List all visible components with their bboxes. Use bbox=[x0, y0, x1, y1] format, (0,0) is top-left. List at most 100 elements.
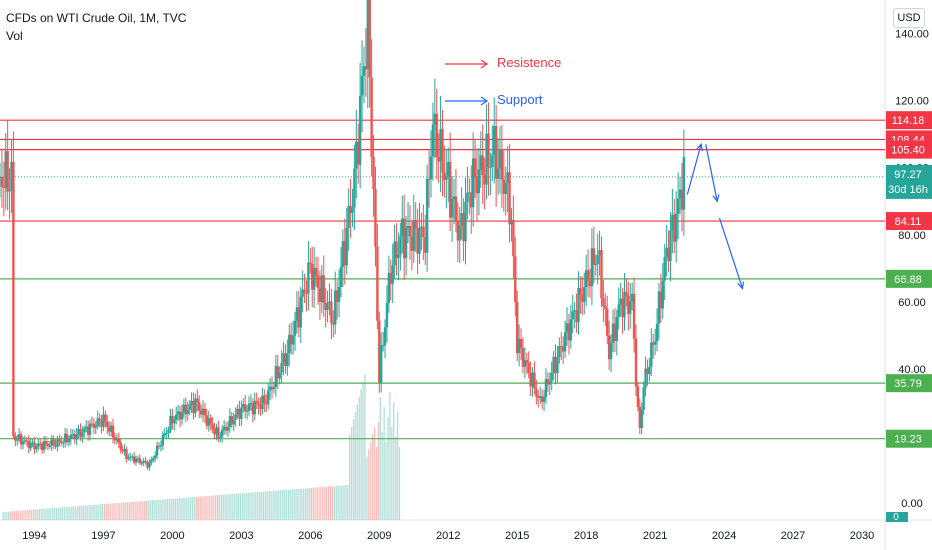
candle-body bbox=[669, 230, 672, 261]
volume-bar bbox=[207, 495, 209, 520]
volume-bar bbox=[193, 497, 196, 520]
volume-bar bbox=[40, 509, 42, 520]
candle-body bbox=[380, 345, 383, 383]
candle-body bbox=[255, 400, 258, 403]
volume-bar bbox=[216, 495, 219, 520]
volume-bar bbox=[165, 499, 167, 520]
candle-body bbox=[491, 155, 494, 167]
candle-body bbox=[581, 295, 584, 302]
candle-body bbox=[366, 0, 369, 70]
candle-body bbox=[368, 0, 371, 78]
volume-bar bbox=[241, 493, 244, 520]
candle-body bbox=[548, 381, 551, 385]
candle-body bbox=[362, 66, 366, 76]
candle-body bbox=[251, 402, 255, 415]
candle-body bbox=[496, 168, 500, 179]
candle-body bbox=[190, 400, 193, 405]
volume-bar bbox=[236, 493, 238, 520]
volume-bar bbox=[172, 498, 175, 520]
volume-bar bbox=[278, 490, 280, 520]
volume-bar bbox=[199, 496, 201, 520]
candle-body bbox=[659, 291, 663, 309]
candle-body bbox=[29, 442, 32, 449]
candle-body bbox=[577, 288, 580, 323]
candle-body bbox=[452, 196, 456, 200]
volume-bar bbox=[36, 509, 39, 520]
x-tick-label: 2027 bbox=[781, 530, 805, 542]
volume-bar bbox=[147, 500, 150, 520]
volume-bar bbox=[287, 489, 290, 520]
candle-body bbox=[540, 396, 544, 402]
candle-body bbox=[146, 462, 149, 468]
candle-body bbox=[374, 189, 377, 247]
candle-body bbox=[448, 162, 452, 218]
candle-body bbox=[606, 308, 609, 336]
candle-body bbox=[355, 141, 358, 169]
candle-body bbox=[632, 293, 636, 339]
candle-body bbox=[508, 172, 511, 225]
candle-body bbox=[464, 202, 467, 242]
candle-body bbox=[401, 218, 404, 237]
candle-body bbox=[14, 436, 17, 441]
volume-bar bbox=[113, 503, 115, 520]
x-tick-label: 2012 bbox=[436, 530, 460, 542]
candle-body bbox=[609, 342, 613, 360]
volume-bar bbox=[69, 506, 71, 520]
candle-body bbox=[265, 403, 268, 405]
currency-button[interactable]: USD bbox=[893, 8, 925, 28]
resistance-price-label-bg bbox=[886, 111, 932, 130]
candle-body bbox=[33, 442, 36, 450]
forecast-arrow bbox=[718, 217, 744, 289]
candle-body bbox=[278, 372, 281, 379]
candle-body bbox=[272, 387, 276, 390]
volume-bar bbox=[270, 491, 272, 520]
candle-body bbox=[531, 372, 534, 387]
candle-body bbox=[665, 247, 668, 257]
candle-body bbox=[0, 176, 2, 178]
candle-body bbox=[268, 386, 272, 391]
volume-bar bbox=[176, 498, 178, 520]
volume-bar bbox=[314, 487, 316, 520]
candle-body bbox=[243, 404, 247, 412]
candle-body bbox=[634, 338, 638, 387]
candle-body bbox=[6, 151, 9, 192]
x-tick-label: 2009 bbox=[367, 530, 391, 542]
candle-body bbox=[598, 250, 601, 256]
volume-bar bbox=[23, 510, 25, 520]
x-tick-label: 2024 bbox=[712, 530, 736, 542]
candle-body bbox=[370, 77, 373, 157]
volume-bar bbox=[149, 500, 152, 520]
candle-body bbox=[106, 421, 109, 428]
candle-body bbox=[357, 141, 360, 165]
volume-bar bbox=[301, 488, 303, 520]
candle-body bbox=[282, 353, 285, 363]
candle-body bbox=[12, 162, 15, 437]
candle-body bbox=[58, 439, 61, 442]
candle-body bbox=[500, 149, 504, 180]
candle-body bbox=[385, 303, 389, 328]
volume-bar bbox=[366, 457, 368, 520]
candle-body bbox=[205, 415, 209, 426]
volume-bar bbox=[174, 498, 177, 520]
volume-bar bbox=[205, 496, 207, 520]
volume-bar bbox=[333, 486, 336, 520]
volume-bar bbox=[295, 489, 297, 520]
volume-bar bbox=[182, 497, 184, 520]
candle-body bbox=[425, 178, 429, 253]
candle-body bbox=[318, 288, 322, 303]
candle-body bbox=[10, 162, 13, 190]
candle-body bbox=[159, 445, 163, 447]
candle-body bbox=[550, 373, 553, 382]
volume-bar bbox=[31, 509, 33, 520]
volume-bar bbox=[65, 507, 67, 520]
candle-body bbox=[163, 433, 166, 436]
volume-bar bbox=[186, 497, 188, 520]
resistance-price-label-bg bbox=[886, 212, 932, 231]
candle-body bbox=[420, 226, 423, 228]
candle-body bbox=[17, 434, 21, 440]
y-tick-label: 80.00 bbox=[898, 230, 926, 242]
volume-bar bbox=[50, 508, 52, 520]
candle-body bbox=[113, 437, 117, 441]
